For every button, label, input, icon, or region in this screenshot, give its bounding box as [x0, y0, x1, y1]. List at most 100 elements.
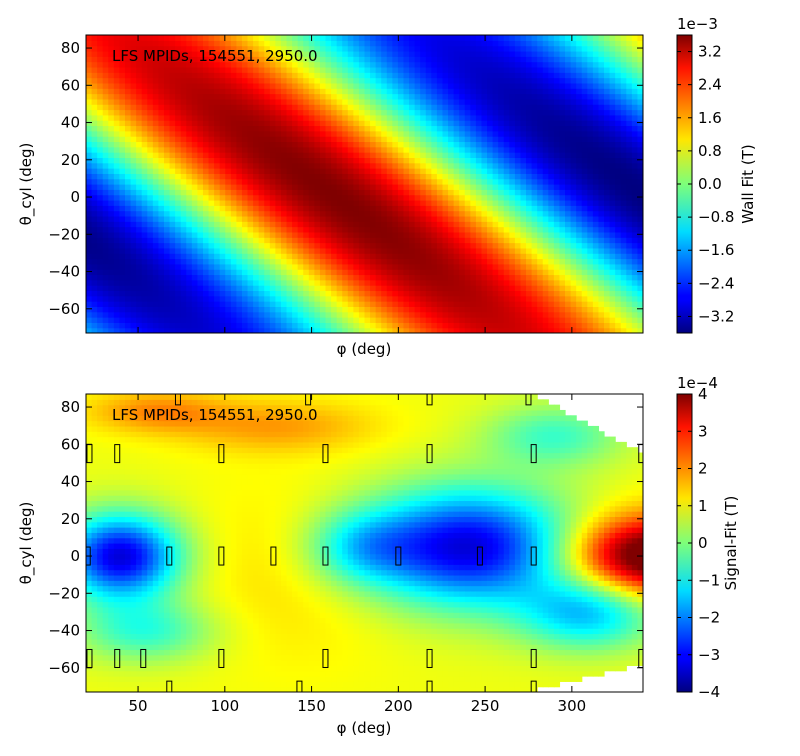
wall-fit-cell [308, 194, 315, 201]
wall-fit-cell [436, 35, 444, 41]
wall-fit-cell [358, 152, 366, 158]
wall-fit-cell [202, 189, 210, 196]
wall-fit-cell [269, 306, 276, 313]
wall-fit-cell [241, 40, 249, 47]
wall-fit-cell [559, 88, 566, 95]
wall-fit-cell [102, 146, 109, 153]
wall-fit-cell [531, 162, 538, 169]
wall-fit-cell [498, 189, 505, 196]
wall-fit-cell [565, 104, 572, 111]
wall-fit-cell [553, 82, 561, 89]
wall-fit-cell [314, 221, 321, 228]
wall-fit-cell [219, 98, 226, 105]
wall-fit-cell [91, 237, 98, 244]
wall-fit-cell [553, 258, 561, 265]
wall-fit-cell [576, 263, 583, 270]
wall-fit-cell [124, 221, 132, 228]
wall-fit-cell [97, 210, 104, 217]
wall-fit-cell [297, 168, 304, 174]
wall-fit-cell [537, 295, 544, 302]
wall-fit-cell [180, 61, 187, 68]
wall-fit-cell [197, 40, 204, 47]
wall-fit-cell [392, 168, 399, 174]
wall-fit-cell [414, 322, 421, 329]
wall-fit-cell [258, 253, 265, 260]
wall-fit-cell [570, 290, 577, 297]
wall-fit-cell [102, 45, 109, 52]
wall-fit-cell [113, 189, 121, 196]
wall-fit-cell [175, 173, 182, 180]
wall-fit-cell [492, 109, 499, 116]
wall-fit-cell [559, 50, 566, 57]
wall-fit-cell [230, 274, 237, 281]
wall-fit-cell [175, 317, 182, 323]
wall-fit-cell [353, 114, 360, 121]
wall-fit-cell [158, 184, 165, 190]
wall-fit-cell [576, 168, 583, 174]
wall-fit-cell [331, 285, 338, 292]
wall-fit-cell [520, 141, 527, 148]
wall-fit-cell [280, 295, 288, 302]
wall-fit-cell [208, 199, 215, 206]
wall-fit-cell [464, 253, 471, 260]
wall-fit-cell [163, 130, 171, 137]
wall-fit-cell [336, 125, 343, 132]
wall-fit-cell [97, 114, 104, 121]
wall-fit-cell [526, 125, 533, 132]
wall-fit-cell [448, 285, 455, 292]
wall-fit-cell [498, 72, 505, 79]
wall-fit-cell [509, 285, 516, 292]
wall-fit-cell [169, 269, 176, 276]
wall-fit-cell [397, 93, 405, 100]
wall-fit-cell [303, 114, 310, 121]
wall-fit-cell [475, 141, 483, 148]
wall-fit-cell [503, 285, 510, 292]
wall-fit-cell [364, 109, 371, 116]
wall-fit-cell [481, 120, 488, 127]
wall-fit-cell [258, 157, 265, 164]
wall-fit-cell [397, 317, 405, 323]
wall-fit-cell [570, 50, 577, 57]
wall-fit-cell [303, 327, 310, 333]
wall-fit-cell [542, 194, 549, 201]
wall-fit-cell [264, 301, 271, 307]
wall-fit-cell [202, 61, 210, 68]
wall-fit-cell [548, 258, 555, 265]
wall-fit-cell [386, 199, 393, 206]
wall-fit-cell [314, 104, 321, 111]
wall-fit-cell [308, 178, 315, 185]
wall-fit-cell [130, 125, 137, 132]
wall-fit-cell [258, 290, 265, 297]
wall-fit-cell [392, 178, 399, 185]
wall-fit-cell [381, 242, 388, 249]
wall-fit-cell [487, 40, 494, 47]
wall-fit-cell [464, 146, 471, 153]
wall-fit-cell [381, 231, 388, 238]
wall-fit-cell [414, 295, 421, 302]
wall-fit-cell [197, 82, 204, 89]
wall-fit-cell [453, 221, 460, 228]
wall-fit-cell [136, 61, 143, 68]
wall-fit-cell [492, 61, 499, 68]
wall-fit-cell [409, 93, 416, 100]
wall-fit-cell [559, 157, 566, 164]
wall-fit-cell [331, 258, 338, 265]
wall-fit-cell [230, 136, 237, 143]
wall-fit-cell [397, 136, 405, 143]
wall-fit-cell [414, 146, 421, 153]
wall-fit-cell [280, 56, 288, 63]
wall-fit-cell [414, 173, 421, 180]
wall-fit-cell [353, 104, 360, 111]
wall-fit-cell [258, 141, 265, 148]
wall-fit-cell [308, 98, 315, 105]
wall-fit-cell [397, 184, 405, 190]
wall-fit-cell [130, 263, 137, 270]
wall-fit-cell [436, 210, 444, 217]
wall-fit-cell [559, 226, 566, 233]
wall-fit-cell [230, 173, 237, 180]
wall-fit-cell [113, 98, 121, 105]
wall-fit-cell [197, 168, 204, 174]
wall-fit-cell [453, 184, 460, 190]
wall-fit-cell [136, 120, 143, 127]
wall-fit-cell [503, 120, 510, 127]
